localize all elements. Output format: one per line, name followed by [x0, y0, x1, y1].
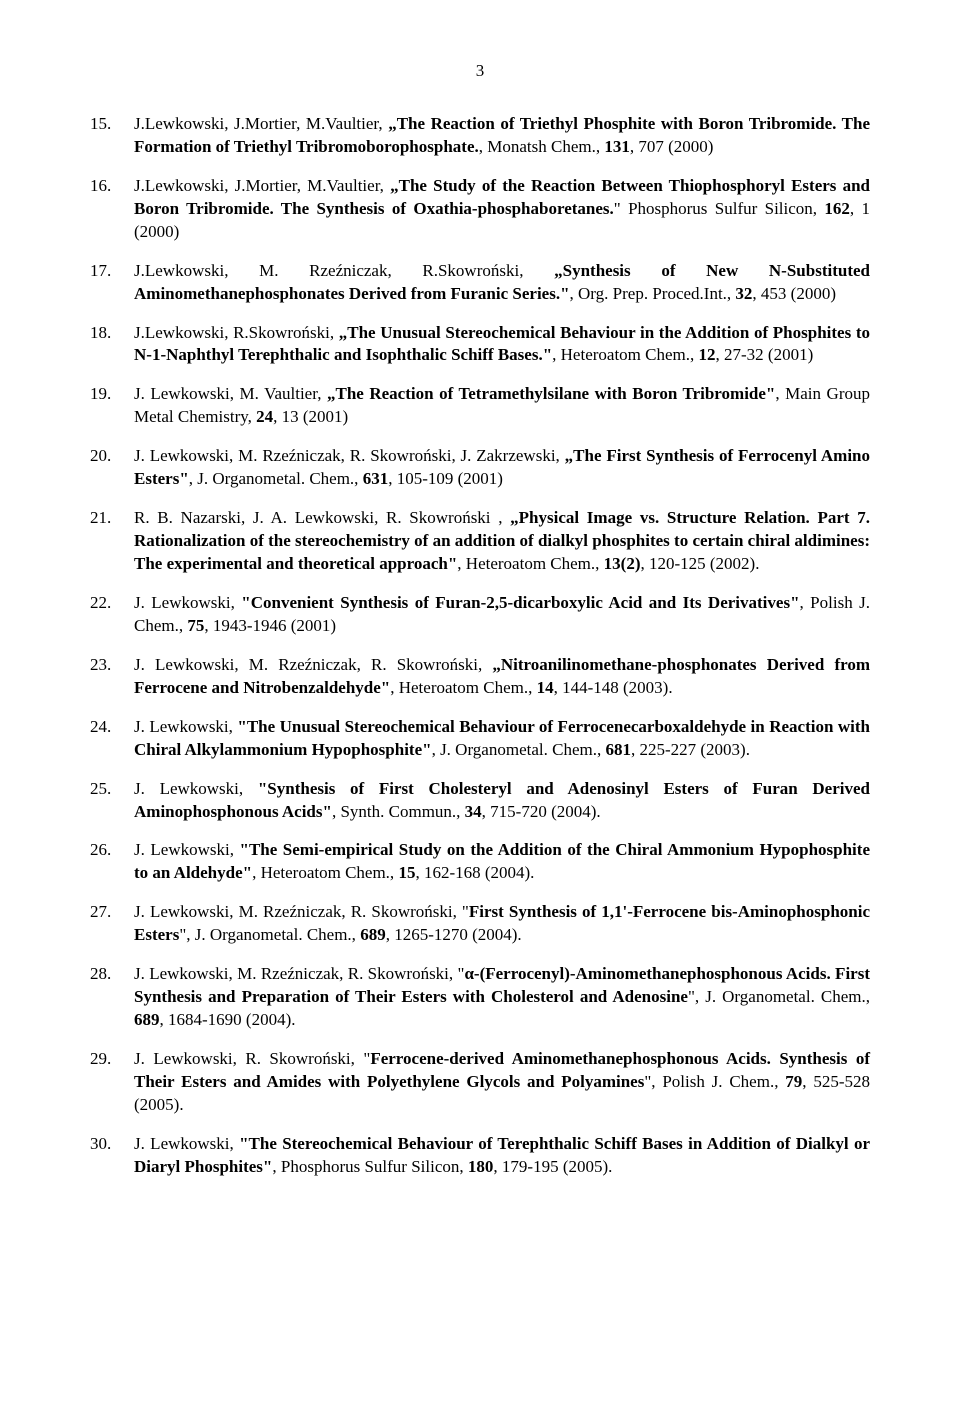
reference-number: 24. [90, 716, 134, 762]
reference-text: J. Lewkowski, "The Semi-empirical Study … [134, 839, 870, 885]
reference-number: 30. [90, 1133, 134, 1179]
reference-text: J. Lewkowski, M. Rzeźniczak, R. Skowrońs… [134, 445, 870, 491]
reference-list: 15.J.Lewkowski, J.Mortier, M.Vaultier, „… [90, 113, 870, 1179]
reference-item: 25.J. Lewkowski, "Synthesis of First Cho… [90, 778, 870, 824]
reference-item: 21.R. B. Nazarski, J. A. Lewkowski, R. S… [90, 507, 870, 576]
reference-text: J. Lewkowski, "The Unusual Stereochemica… [134, 716, 870, 762]
reference-number: 28. [90, 963, 134, 1032]
reference-item: 26.J. Lewkowski, "The Semi-empirical Stu… [90, 839, 870, 885]
reference-item: 16.J.Lewkowski, J.Mortier, M.Vaultier, „… [90, 175, 870, 244]
reference-number: 16. [90, 175, 134, 244]
reference-text: J. Lewkowski, M. Rzeźniczak, R. Skowrońs… [134, 963, 870, 1032]
reference-text: J. Lewkowski, M. Rzeźniczak, R. Skowrońs… [134, 654, 870, 700]
reference-item: 15.J.Lewkowski, J.Mortier, M.Vaultier, „… [90, 113, 870, 159]
reference-number: 15. [90, 113, 134, 159]
reference-text: J.Lewkowski, R.Skowroński, „The Unusual … [134, 322, 870, 368]
reference-item: 23.J. Lewkowski, M. Rzeźniczak, R. Skowr… [90, 654, 870, 700]
reference-text: J. Lewkowski, "Convenient Synthesis of F… [134, 592, 870, 638]
reference-item: 17.J.Lewkowski, M. Rzeźniczak, R.Skowroń… [90, 260, 870, 306]
reference-text: R. B. Nazarski, J. A. Lewkowski, R. Skow… [134, 507, 870, 576]
reference-text: J. Lewkowski, M. Rzeźniczak, R. Skowrońs… [134, 901, 870, 947]
reference-text: J. Lewkowski, "Synthesis of First Choles… [134, 778, 870, 824]
reference-number: 19. [90, 383, 134, 429]
reference-item: 24.J. Lewkowski, "The Unusual Stereochem… [90, 716, 870, 762]
reference-number: 22. [90, 592, 134, 638]
reference-item: 22.J. Lewkowski, "Convenient Synthesis o… [90, 592, 870, 638]
reference-number: 17. [90, 260, 134, 306]
reference-item: 18.J.Lewkowski, R.Skowroński, „The Unusu… [90, 322, 870, 368]
reference-number: 20. [90, 445, 134, 491]
reference-item: 27.J. Lewkowski, M. Rzeźniczak, R. Skowr… [90, 901, 870, 947]
reference-number: 25. [90, 778, 134, 824]
reference-number: 18. [90, 322, 134, 368]
reference-text: J.Lewkowski, J.Mortier, M.Vaultier, „The… [134, 113, 870, 159]
reference-text: J.Lewkowski, M. Rzeźniczak, R.Skowroński… [134, 260, 870, 306]
reference-number: 26. [90, 839, 134, 885]
reference-number: 27. [90, 901, 134, 947]
reference-item: 28.J. Lewkowski, M. Rzeźniczak, R. Skowr… [90, 963, 870, 1032]
reference-number: 23. [90, 654, 134, 700]
reference-text: J. Lewkowski, R. Skowroński, "Ferrocene-… [134, 1048, 870, 1117]
reference-number: 21. [90, 507, 134, 576]
reference-item: 30.J. Lewkowski, "The Stereochemical Beh… [90, 1133, 870, 1179]
reference-text: J.Lewkowski, J.Mortier, M.Vaultier, „The… [134, 175, 870, 244]
reference-text: J. Lewkowski, "The Stereochemical Behavi… [134, 1133, 870, 1179]
page-number: 3 [90, 60, 870, 83]
reference-item: 29.J. Lewkowski, R. Skowroński, "Ferroce… [90, 1048, 870, 1117]
reference-item: 19.J. Lewkowski, M. Vaultier, „The React… [90, 383, 870, 429]
reference-text: J. Lewkowski, M. Vaultier, „The Reaction… [134, 383, 870, 429]
reference-number: 29. [90, 1048, 134, 1117]
reference-item: 20.J. Lewkowski, M. Rzeźniczak, R. Skowr… [90, 445, 870, 491]
